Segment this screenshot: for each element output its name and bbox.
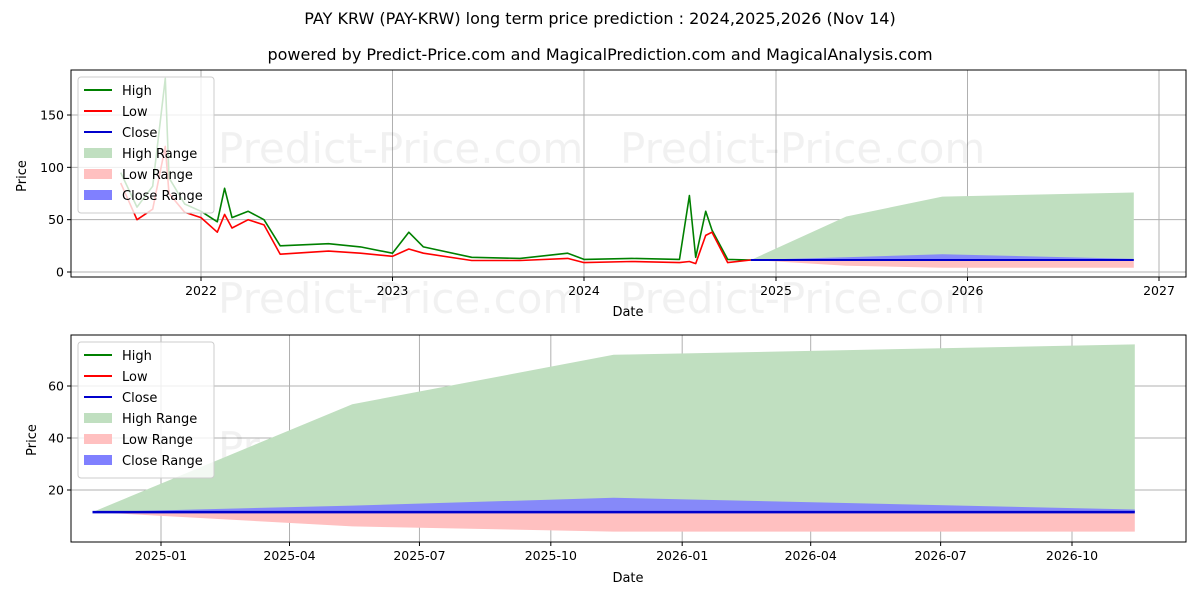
x-tick-label: 2026-07 [915, 548, 967, 563]
x-tick-label: 2026-10 [1046, 548, 1098, 563]
x-tick-label: 2025-04 [263, 548, 315, 563]
watermark: Predict-Price.com [620, 274, 985, 323]
legend-label: Low [122, 105, 148, 120]
watermark: Predict-Price.com [218, 124, 583, 173]
legend-label: Close Range [122, 189, 203, 204]
top-ylabel: Price [15, 160, 30, 192]
x-tick-label: 2025-07 [393, 548, 445, 563]
legend-swatch-low-range [84, 434, 112, 444]
legend-label: Close [122, 391, 157, 406]
legend-swatch-low-range [84, 169, 112, 179]
y-tick-label: 0 [56, 265, 64, 280]
y-tick-label: 150 [40, 108, 64, 123]
legend-swatch-high-range [84, 413, 112, 423]
legend-label: High [122, 84, 152, 99]
x-tick-label: 2027 [1143, 283, 1175, 298]
y-tick-label: 100 [40, 160, 64, 175]
y-tick-label: 50 [48, 212, 64, 227]
x-tick-label: 2026-01 [656, 548, 708, 563]
x-tick-label: 2022 [185, 283, 217, 298]
legend-label: Low Range [122, 433, 193, 448]
bottom-xlabel: Date [612, 571, 643, 586]
bottom-axis-ticks: 2025-01 2025-04 2025-07 2025-10 2026-01 2026-… [48, 379, 1098, 564]
bottom-ylabel: Price [25, 424, 40, 456]
low-range-area [92, 512, 1135, 532]
low-range-area [750, 260, 1134, 268]
legend-label: Low [122, 370, 148, 385]
legend-label: Close Range [122, 454, 203, 469]
top-plot-frame [70, 69, 1187, 278]
top-legend: High Low Close High Range Low Range Close Ran… [77, 76, 215, 214]
legend-label: Close [122, 126, 157, 141]
close-range-area [92, 497, 1135, 513]
x-tick-label: 2026 [952, 283, 984, 298]
y-tick-label: 40 [48, 431, 64, 446]
top-chart: Predict-Price.com Predict-Price.com Pred… [15, 69, 1187, 323]
x-tick-label: 2023 [377, 283, 409, 298]
watermark: Predict-Price.com [620, 124, 985, 173]
top-series [119, 77, 1134, 268]
x-tick-label: 2025 [760, 283, 792, 298]
chart-title: PAY KRW (PAY-KRW) long term price predic… [304, 9, 896, 28]
x-tick-label: 2024 [568, 283, 600, 298]
top-axis-ticks: 2022 2023 2024 2025 2026 2027 0 50 100 150 [40, 108, 1175, 299]
bottom-series [92, 344, 1135, 532]
y-tick-label: 20 [48, 483, 64, 498]
legend-label: Low Range [122, 168, 193, 183]
legend-swatch-close-range [84, 455, 112, 465]
y-tick-label: 60 [48, 379, 64, 394]
bottom-legend: High Low Close High Range Low Range Close Ran… [77, 341, 215, 479]
x-tick-label: 2026-04 [785, 548, 837, 563]
legend-label: High [122, 349, 152, 364]
high-range-area [750, 192, 1134, 260]
legend-label: High Range [122, 412, 197, 427]
legend-label: High Range [122, 147, 197, 162]
high-range-area [92, 344, 1135, 513]
legend-swatch-close-range [84, 190, 112, 200]
close-range-area [750, 254, 1134, 260]
bottom-chart: Predict-Price.com Predict-Price.com 2025… [25, 334, 1187, 586]
x-tick-label: 2025-01 [135, 548, 187, 563]
x-tick-label: 2025-10 [525, 548, 577, 563]
top-xlabel: Date [612, 305, 643, 320]
legend-swatch-high-range [84, 148, 112, 158]
watermark: Predict-Price.com [218, 274, 583, 323]
chart-subtitle: powered by Predict-Price.com and Magical… [267, 45, 933, 64]
